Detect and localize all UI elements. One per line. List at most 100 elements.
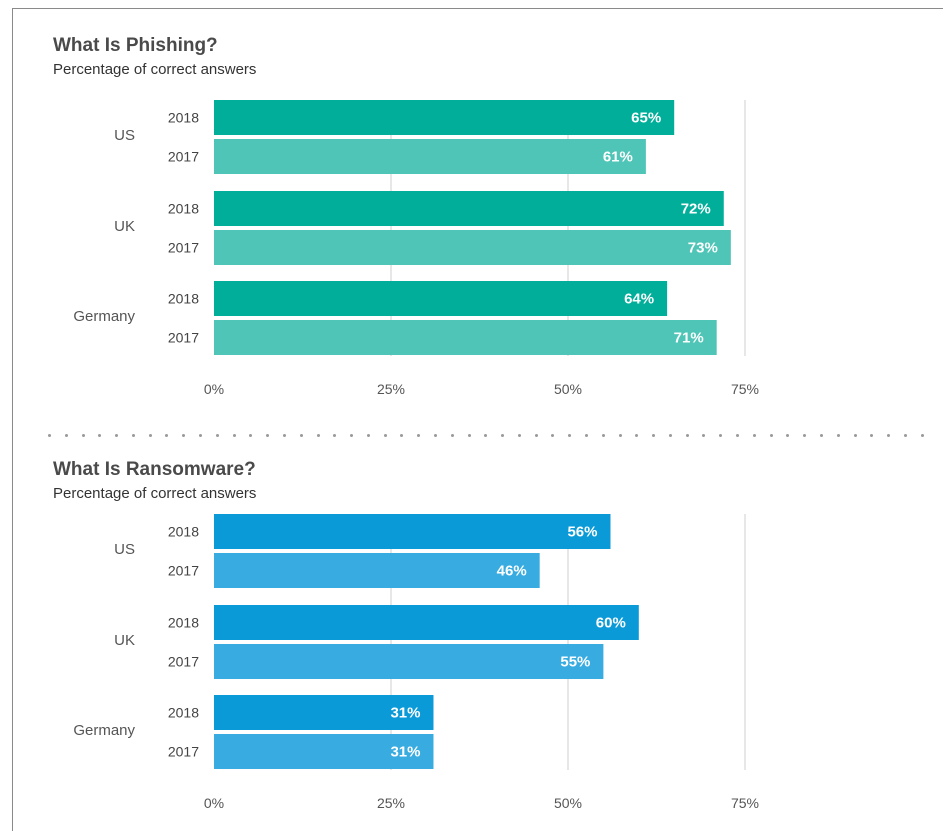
bar (214, 695, 434, 730)
separator-dot (316, 434, 320, 437)
separator-dot (736, 434, 740, 437)
separator-dot (232, 434, 236, 437)
year-label: 2018 (168, 705, 199, 721)
separator-dot (48, 434, 51, 437)
separator-dot (467, 434, 471, 437)
separator-dot (81, 434, 85, 437)
phishing-chart-title: What Is Phishing? (53, 35, 218, 56)
group-label: US (114, 127, 135, 144)
data-label: 72% (681, 201, 711, 218)
separator-dot (98, 434, 102, 437)
separator-dot (450, 434, 454, 437)
separator-dot (719, 434, 723, 437)
tick-label: 50% (554, 795, 582, 811)
separator-dot (383, 434, 387, 437)
separator-dot (517, 434, 521, 437)
separator-dot (249, 434, 253, 437)
separator-dot (484, 434, 488, 437)
group-label: UK (114, 632, 135, 649)
separator-dot (618, 434, 622, 437)
bar (214, 230, 731, 265)
tick-label: 25% (377, 795, 405, 811)
group-label: UK (114, 218, 135, 235)
bar (214, 191, 724, 226)
separator-dot (266, 434, 270, 437)
separator-dot (786, 434, 790, 437)
separator-dot (635, 434, 639, 437)
group-label: US (114, 541, 135, 558)
separator-dot (64, 434, 68, 437)
separator-dot (920, 434, 924, 437)
separator-dot (870, 434, 874, 437)
year-label: 2018 (168, 615, 199, 631)
ransomware-bar-chart: US 2018 56% 2017 46% UK 2018 60% 2017 55% Germany 2… (73, 514, 759, 811)
bar (214, 644, 604, 679)
bar (214, 734, 434, 769)
separator-dot (819, 434, 823, 437)
separator-dot (333, 434, 337, 437)
chart-frame (12, 8, 943, 831)
data-label: 56% (567, 524, 597, 541)
bar (214, 100, 675, 135)
data-label: 64% (624, 291, 654, 308)
bar (214, 320, 717, 355)
year-label: 2017 (168, 654, 199, 670)
separator-dot (501, 434, 505, 437)
phishing-chart-subtitle: Percentage of correct answers (53, 61, 257, 78)
year-label: 2017 (168, 149, 199, 165)
separator-dot (534, 434, 538, 437)
data-label: 60% (596, 615, 626, 632)
bar (214, 514, 611, 549)
group-label: Germany (73, 722, 135, 739)
year-label: 2018 (168, 524, 199, 540)
data-label: 61% (603, 149, 633, 166)
tick-label: 50% (554, 381, 582, 397)
year-label: 2017 (168, 563, 199, 579)
bar (214, 139, 646, 174)
separator-dot (366, 434, 370, 437)
year-label: 2018 (168, 291, 199, 307)
separator-dot (115, 434, 119, 437)
separator-dot (836, 434, 840, 437)
tick-label: 0% (204, 795, 224, 811)
separator-dot (148, 434, 152, 437)
separator-dot (165, 434, 169, 437)
separator-dot (903, 434, 907, 437)
separator-dot (400, 434, 404, 437)
separator-dot (215, 434, 219, 437)
separator-dot (769, 434, 773, 437)
year-label: 2018 (168, 110, 199, 126)
separator-dot (551, 434, 555, 437)
separator-dot (282, 434, 286, 437)
bar (214, 553, 540, 588)
data-label: 31% (390, 744, 420, 761)
data-label: 65% (631, 110, 661, 127)
group-label: Germany (73, 308, 135, 325)
separator-dot (668, 434, 672, 437)
tick-label: 75% (731, 795, 759, 811)
separator-dot (417, 434, 421, 437)
separator-dot (601, 434, 605, 437)
separator-dot (585, 434, 588, 437)
separator-dot (803, 434, 807, 437)
separator-dot (652, 434, 656, 437)
separator-dot (752, 434, 756, 437)
phishing-bar-chart: US 2018 65% 2017 61% UK 2018 72% 2017 73% Germany 2… (73, 100, 759, 397)
separator-dot (182, 434, 186, 437)
separator-dot (433, 434, 437, 437)
ransomware-chart-title: What Is Ransomware? (53, 459, 256, 480)
data-label: 73% (688, 240, 718, 257)
year-label: 2017 (168, 240, 199, 256)
separator-dot (887, 434, 891, 437)
bar (214, 281, 668, 316)
separator-dot (568, 434, 572, 437)
data-label: 71% (674, 330, 704, 347)
data-label: 55% (560, 654, 590, 671)
separator-dot (199, 434, 203, 437)
year-label: 2017 (168, 744, 199, 760)
data-label: 46% (497, 563, 527, 580)
separator-dot (702, 434, 706, 437)
tick-label: 25% (377, 381, 405, 397)
tick-label: 75% (731, 381, 759, 397)
dotted-separator (48, 434, 924, 437)
